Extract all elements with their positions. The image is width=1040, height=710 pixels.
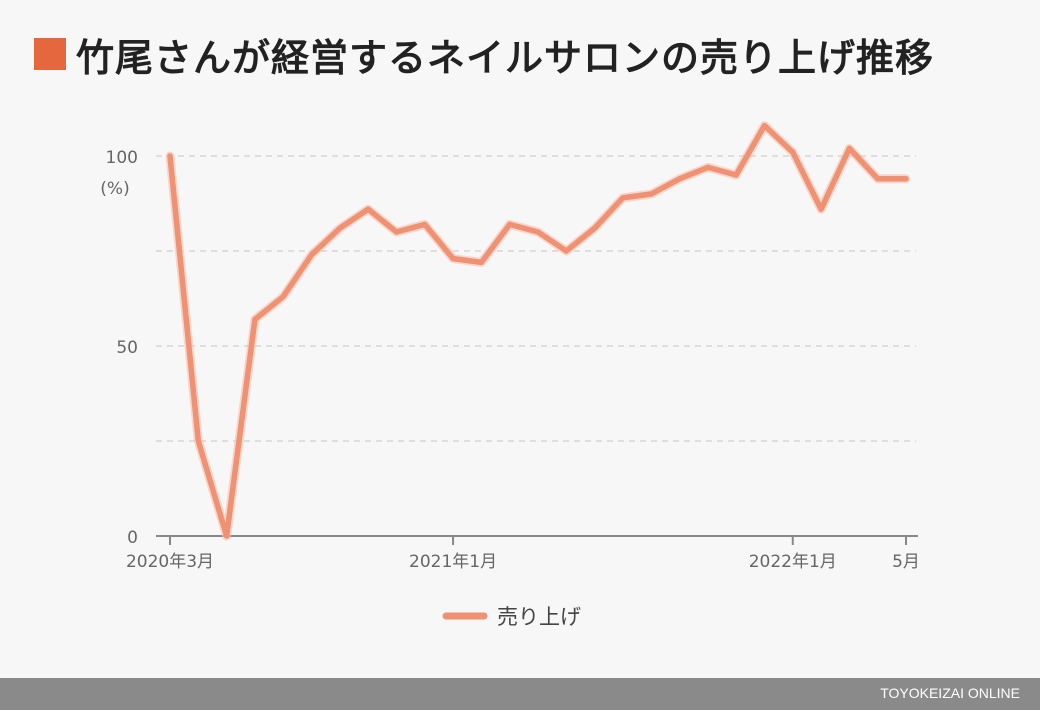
data-point [563,248,569,254]
data-point [309,252,315,258]
footer-brand: TOYOKEIZAI ONLINE [880,685,1020,701]
data-point [195,438,201,444]
title-marker-square [34,38,66,70]
data-point [252,316,258,322]
data-point [733,172,739,178]
data-point [620,195,626,201]
data-point [507,221,513,227]
data-point [478,259,484,265]
data-point [450,256,456,262]
series-line-shadow [165,121,911,541]
chart-title: 竹尾さんが経営するネイルサロンの売り上げ推移 [34,26,934,82]
y-tick-label: 100 [106,148,138,168]
x-tick-label: 2020年3月 [126,552,214,572]
data-point [846,145,852,151]
data-point [337,225,343,231]
data-point [280,294,286,300]
x-tick-label: 2021年1月 [409,552,497,572]
data-point [422,221,428,227]
data-point [790,149,796,155]
data-point [903,176,909,182]
data-point [677,176,683,182]
data-point [224,533,230,539]
series-line-sales [167,122,909,539]
data-point [393,229,399,235]
data-point [761,123,767,129]
legend-label: 売り上げ [497,605,581,629]
data-point [705,164,711,170]
y-tick-label: 0 [127,528,138,548]
data-point [535,229,541,235]
x-tick-label: 5月 [892,552,920,572]
data-point [875,176,881,182]
data-point [592,225,598,231]
x-tick-label: 2022年1月 [749,552,837,572]
data-point [365,206,371,212]
title-text: 竹尾さんが経営するネイルサロンの売り上げ推移 [76,35,935,80]
data-point [167,153,173,159]
y-axis-unit-label: (%) [100,179,129,199]
footer-bar: TOYOKEIZAI ONLINE [0,678,1040,710]
data-point [648,191,654,197]
y-tick-label: 50 [116,338,138,358]
data-point [818,206,824,212]
